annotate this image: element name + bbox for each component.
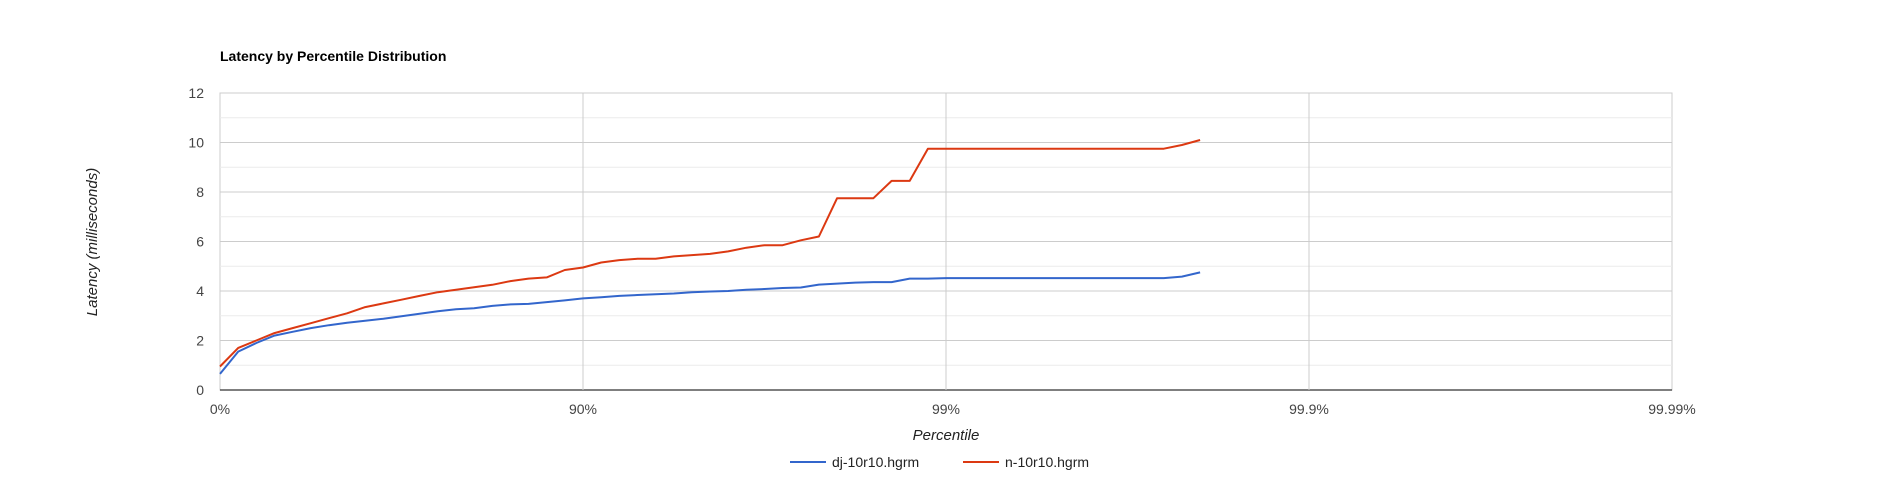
tick-labels: 0 2 4 6 8 10 12 0% 90% 99% 99.9% 99.99%: [188, 85, 1695, 417]
series-line: [219, 139, 1201, 368]
y-tick-label: 8: [196, 184, 204, 200]
series-line: [219, 271, 1201, 375]
y-tick-label: 10: [188, 135, 204, 151]
x-tick-label: 90%: [569, 401, 597, 417]
legend-label: n-10r10.hgrm: [1005, 454, 1089, 470]
y-tick-label: 0: [196, 382, 204, 398]
series-lines: [219, 139, 1201, 375]
legend: dj-10r10.hgrm n-10r10.hgrm: [790, 454, 1089, 470]
x-axis-title: Percentile: [913, 427, 980, 444]
y-axis-title: Latency (milliseconds): [84, 168, 101, 316]
legend-label: dj-10r10.hgrm: [832, 454, 919, 470]
y-tick-label: 4: [196, 283, 204, 299]
chart-title: Latency by Percentile Distribution: [220, 48, 446, 64]
y-tick-label: 2: [196, 333, 204, 349]
y-tick-label: 6: [196, 234, 204, 250]
x-tick-label: 99.9%: [1289, 401, 1329, 417]
x-tick-label: 99%: [932, 401, 960, 417]
x-tick-label: 0%: [210, 401, 230, 417]
grid: [219, 92, 1673, 391]
y-tick-label: 12: [188, 85, 204, 101]
x-tick-label: 99.99%: [1648, 401, 1695, 417]
